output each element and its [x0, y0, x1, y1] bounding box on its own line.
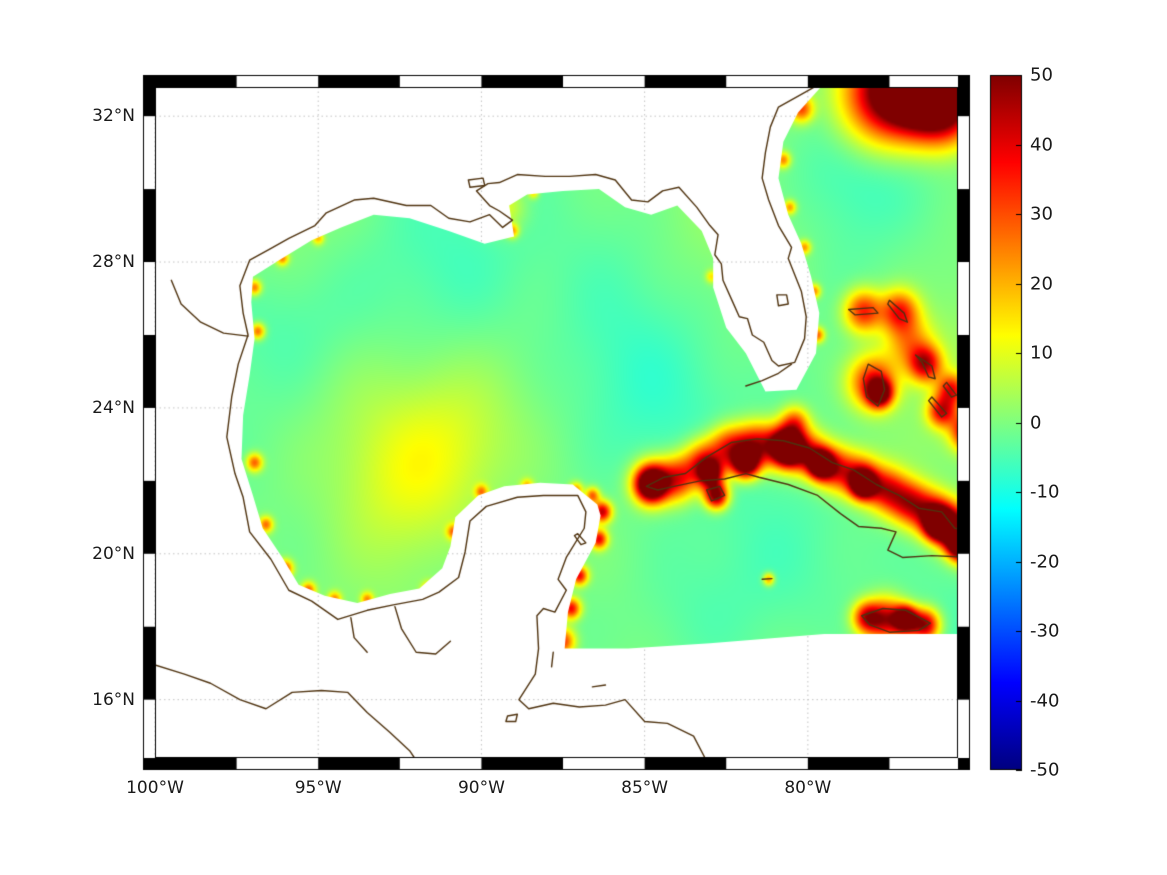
figure: 100°W 95°W 90°W 85°W 80°W 16°N 20°N 24°N 28°N 32°…	[0, 0, 1167, 875]
map-canvas	[0, 0, 1167, 875]
